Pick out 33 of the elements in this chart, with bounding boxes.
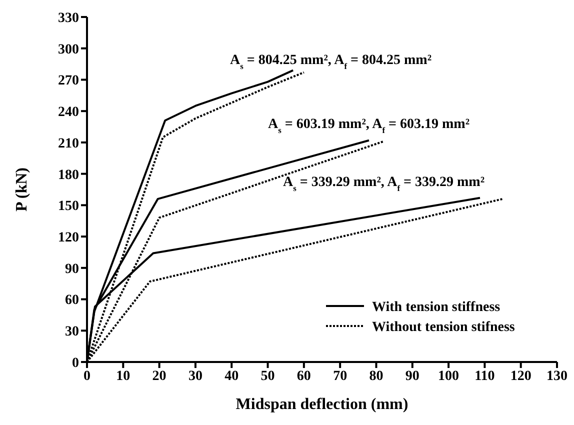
y-tick-label: 270	[58, 74, 79, 89]
y-tick-label: 240	[58, 105, 79, 120]
x-tick-label: 0	[84, 368, 90, 384]
x-tick-label: 120	[510, 368, 532, 384]
x-tick-label: 50	[260, 368, 275, 384]
x-tick-label: 130	[546, 368, 568, 384]
x-tick-label: 60	[296, 368, 311, 384]
x-tick-label: 100	[438, 368, 460, 384]
y-tick-label: 0	[72, 356, 79, 371]
y-tick-label: 30	[65, 324, 79, 340]
x-tick-label: 110	[474, 368, 495, 384]
x-tick-label: 20	[152, 368, 166, 384]
y-tick-label: 300	[58, 42, 79, 58]
annotation: A$_{s}$ = 804.25 mm², A$_{f}$ = 804.25 mm²	[230, 53, 432, 70]
y-axis-title: P (kN)	[14, 168, 31, 212]
x-tick-label: 40	[224, 368, 239, 384]
x-tick-label: 80	[369, 368, 384, 384]
y-tick-label: 330	[58, 10, 79, 26]
x-tick-label: 90	[405, 368, 420, 384]
x-tick-label: 10	[116, 368, 130, 384]
x-tick-label: 70	[333, 368, 348, 384]
y-tick-label: 150	[58, 199, 79, 214]
y-tick-label: 60	[65, 293, 79, 308]
y-tick-label: 120	[58, 230, 79, 246]
y-tick-label: 90	[65, 262, 79, 277]
legend-label: Without tension stifness	[372, 320, 516, 335]
legend-label: With tension stiffness	[372, 300, 501, 315]
annotation: A$_{s}$ = 339.29 mm², A$_{f}$ = 339.29 mm²	[283, 175, 485, 192]
x-axis-title: Midspan deflection (mm)	[236, 396, 408, 413]
y-tick-label: 180	[58, 168, 79, 183]
y-tick-label: 210	[58, 136, 79, 152]
annotation: A$_{s}$ = 603.19 mm², A$_{f}$ = 603.19 mm²	[268, 117, 470, 134]
x-tick-label: 30	[188, 368, 202, 384]
